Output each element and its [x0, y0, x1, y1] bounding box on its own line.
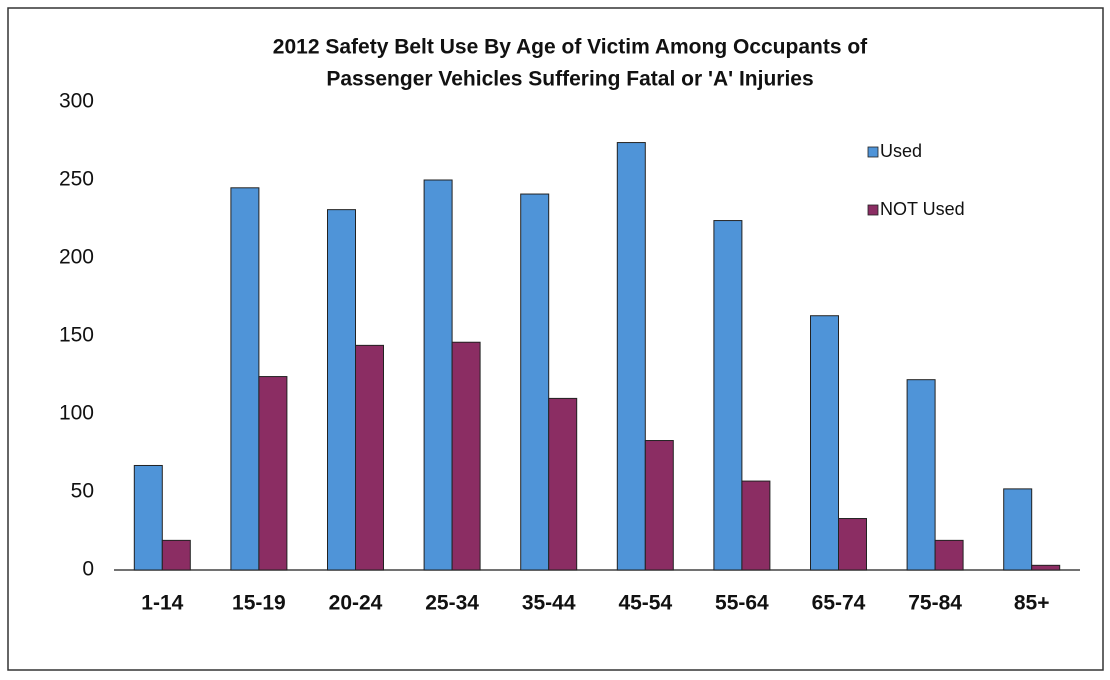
- bar: [451, 341, 481, 571]
- legend-swatch: [867, 146, 879, 158]
- legend-swatch: [867, 204, 879, 216]
- x-tick-label: 55-64: [715, 592, 769, 615]
- legend-label: NOT Used: [880, 199, 965, 219]
- x-tick-label: 75-84: [908, 592, 962, 615]
- x-tick-label: 85+: [1014, 592, 1050, 615]
- bar: [520, 193, 550, 571]
- y-tick-label: 250: [59, 168, 94, 191]
- bar: [230, 187, 260, 571]
- bar: [258, 376, 288, 571]
- bar: [548, 397, 578, 571]
- bar: [934, 539, 964, 571]
- x-tick-label: 15-19: [232, 592, 286, 615]
- bar: [1031, 564, 1061, 571]
- x-tick-label: 35-44: [522, 592, 576, 615]
- bar: [838, 518, 867, 571]
- x-tick-label: 65-74: [812, 592, 866, 615]
- chart-title: Passenger Vehicles Suffering Fatal or 'A…: [326, 68, 813, 91]
- bar: [1003, 488, 1033, 571]
- x-tick-label: 20-24: [329, 592, 383, 615]
- legend-label: Used: [880, 141, 922, 161]
- bar: [133, 464, 163, 571]
- y-tick-label: 150: [59, 324, 94, 347]
- bar: [713, 220, 743, 571]
- bar: [161, 539, 191, 571]
- y-tick-label: 0: [82, 558, 94, 581]
- x-tick-label: 1-14: [141, 592, 183, 615]
- bar: [810, 315, 839, 571]
- y-tick-label: 100: [59, 402, 94, 425]
- bar: [616, 142, 646, 571]
- y-tick-label: 200: [59, 246, 94, 269]
- y-tick-label: 50: [71, 480, 94, 503]
- bar: [423, 179, 453, 571]
- bar: [906, 379, 936, 571]
- bar: [355, 344, 384, 571]
- x-tick-label: 25-34: [425, 592, 479, 615]
- x-tick-label: 45-54: [618, 592, 672, 615]
- chart-title: 2012 Safety Belt Use By Age of Victim Am…: [273, 36, 868, 59]
- bar: [327, 209, 356, 571]
- bar: [741, 480, 771, 571]
- bar: [644, 440, 674, 571]
- y-tick-label: 300: [59, 90, 94, 113]
